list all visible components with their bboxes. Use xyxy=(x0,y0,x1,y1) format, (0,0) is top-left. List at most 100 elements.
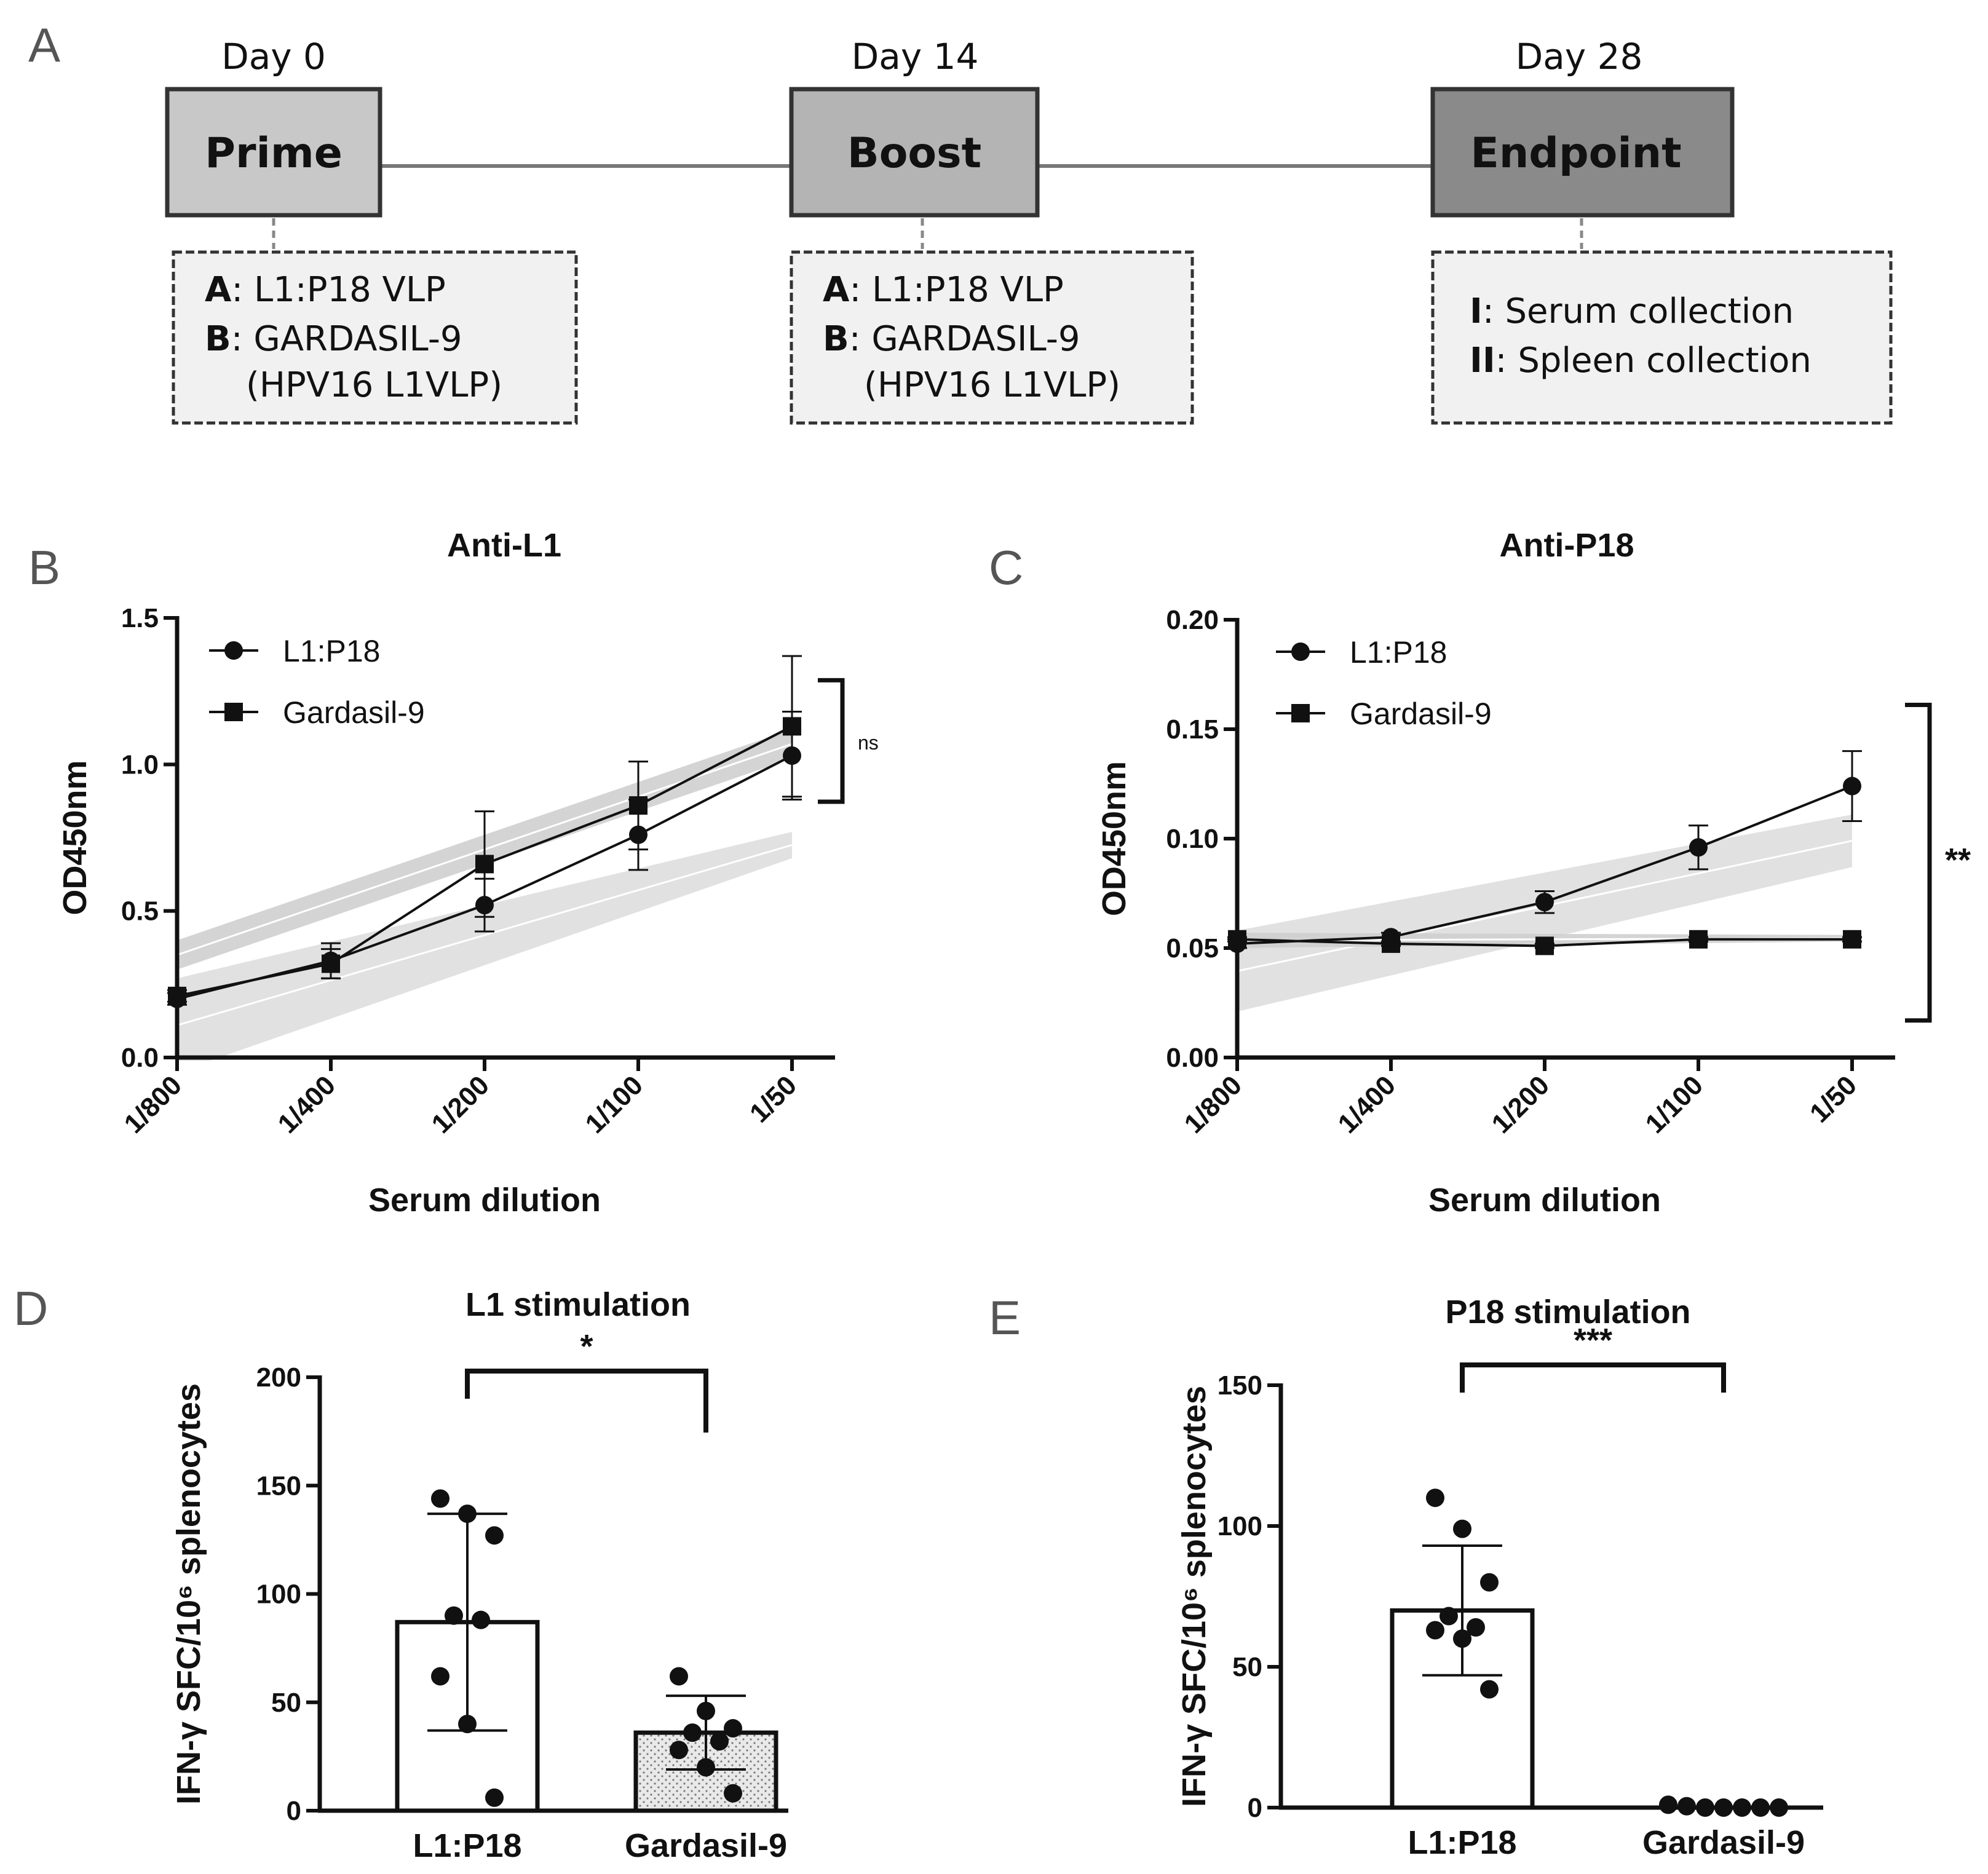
data-point-l1-p18 xyxy=(431,1489,449,1508)
data-point-gardasil-9 xyxy=(783,717,801,736)
day-label-endpoint: Day 28 xyxy=(1516,36,1643,77)
data-point-gardasil-9 xyxy=(1382,934,1400,953)
data-point-l1-p18 xyxy=(1440,1607,1458,1626)
data-point-l1-p18 xyxy=(1843,777,1861,796)
data-point-gardasil-9 xyxy=(475,855,494,874)
panel-letter-d: D xyxy=(14,1281,48,1335)
data-point-l1-p18 xyxy=(485,1788,504,1807)
x-category-label: Gardasil-9 xyxy=(1642,1824,1805,1861)
x-category-label: Gardasil-9 xyxy=(625,1827,787,1864)
x-category-label: L1:P18 xyxy=(1408,1824,1516,1861)
data-point-l1-p18 xyxy=(1426,1489,1444,1508)
data-point-gardasil-9 xyxy=(1714,1798,1733,1817)
panel-a-timeline: A Day 0 Prime A: L1:P18 VLP B: GARDASIL-… xyxy=(28,18,1893,425)
y-tick-label: 0.05 xyxy=(1166,933,1219,963)
data-point-gardasil-9 xyxy=(1228,930,1246,949)
x-tick-label: 1/400 xyxy=(1333,1070,1402,1139)
significance-label: *** xyxy=(1574,1322,1612,1359)
y-tick-label: 0 xyxy=(1248,1793,1262,1823)
x-tick-label: 1/400 xyxy=(272,1070,342,1139)
y-tick-label: 150 xyxy=(1218,1370,1262,1401)
data-point-l1-p18 xyxy=(431,1667,449,1686)
chart-title: L1 stimulation xyxy=(465,1286,691,1323)
chart-title: Anti-L1 xyxy=(447,527,561,564)
panel-letter-e: E xyxy=(989,1291,1021,1345)
legend-label-l1-p18: L1:P18 xyxy=(283,634,380,668)
x-tick-label: 1/50 xyxy=(744,1070,802,1128)
x-tick-label: 1/800 xyxy=(1179,1070,1248,1139)
endpoint-box xyxy=(1430,87,1735,218)
data-point-gardasil-9 xyxy=(1733,1798,1751,1817)
y-tick-label: 0.15 xyxy=(1166,714,1219,745)
data-point-l1-p18 xyxy=(1453,1519,1471,1538)
data-point-gardasil-9 xyxy=(322,954,340,973)
boost-detail-line-1: A: L1:P18 VLP xyxy=(823,270,1064,310)
y-tick-label: 50 xyxy=(1232,1652,1262,1682)
endpoint-box-title: Endpoint xyxy=(1470,129,1681,178)
data-point-gardasil-9 xyxy=(1659,1795,1677,1814)
y-tick-label: 100 xyxy=(1218,1511,1262,1541)
y-tick-label: 150 xyxy=(256,1471,301,1501)
y-tick-label: 1.5 xyxy=(121,603,159,633)
panel-letter-b: B xyxy=(28,540,60,595)
data-point-gardasil-9 xyxy=(1535,936,1554,955)
endpoint-detail-line-1: I: Serum collection xyxy=(1470,291,1794,331)
prime-detail-line-3: (HPV16 L1VLP) xyxy=(246,365,502,405)
prime-detail-box xyxy=(172,250,578,425)
data-point-gardasil-9 xyxy=(710,1732,729,1751)
significance-bracket xyxy=(1905,703,1932,1023)
legend-marker-l1-p18 xyxy=(1291,642,1310,661)
x-axis-title: Serum dilution xyxy=(368,1182,601,1219)
data-point-gardasil-9 xyxy=(724,1784,742,1803)
y-tick-label: 0.20 xyxy=(1166,605,1219,635)
chart-l1-stimulation: D L1 stimulation 0 50 100 150 200 IFN-γ SFC/10⁶… xyxy=(14,1281,788,1864)
significance-bracket xyxy=(465,1369,708,1433)
x-tick-label: 1/50 xyxy=(1804,1070,1863,1128)
significance-label: ns xyxy=(858,732,879,754)
y-tick-label: 0.0 xyxy=(121,1043,159,1073)
y-tick-label: 50 xyxy=(271,1688,301,1718)
data-point-gardasil-9 xyxy=(168,986,186,1005)
chart-anti-l1: B Anti-L1 0.0 0.5 1.0 1.5 1/800 1/400 1/200 1/100… xyxy=(28,527,879,1219)
endpoint-detail-box xyxy=(1431,250,1893,425)
bar-l1-p18 xyxy=(1390,1608,1535,1810)
data-point-l1-p18 xyxy=(472,1610,490,1629)
chart-title: Anti-P18 xyxy=(1499,527,1634,564)
y-tick-label: 0.10 xyxy=(1166,824,1219,854)
data-point-gardasil-9 xyxy=(1689,930,1708,949)
y-tick-label: 0 xyxy=(287,1796,301,1826)
prime-box-title: Prime xyxy=(205,129,343,178)
data-point-gardasil-9 xyxy=(1843,930,1861,949)
boost-box xyxy=(789,87,1040,218)
significance-label: * xyxy=(580,1328,593,1365)
x-tick-label: 1/200 xyxy=(426,1070,496,1139)
x-tick-label: 1/100 xyxy=(580,1070,649,1139)
legend-label-l1-p18: L1:P18 xyxy=(1350,635,1447,670)
boost-box-title: Boost xyxy=(847,129,981,178)
legend-label-gardasil-9: Gardasil-9 xyxy=(283,695,425,730)
fit-line-l1-p18 xyxy=(176,844,793,1027)
significance-label: ** xyxy=(1945,842,1971,879)
y-tick-label: 0.00 xyxy=(1166,1043,1219,1073)
day-label-prime: Day 0 xyxy=(221,36,326,77)
data-point-l1-p18 xyxy=(1467,1618,1485,1637)
boost-detail-line-2: B: GARDASIL-9 xyxy=(823,319,1080,359)
data-point-gardasil-9 xyxy=(1751,1798,1770,1817)
y-axis-title: IFN-γ SFC/10⁶ splenocytes xyxy=(170,1383,207,1805)
y-axis-title: OD450nm xyxy=(57,760,93,915)
data-point-l1-p18 xyxy=(1689,838,1708,857)
chart-title: P18 stimulation xyxy=(1445,1294,1690,1330)
data-point-l1-p18 xyxy=(445,1606,463,1625)
legend-label-gardasil-9: Gardasil-9 xyxy=(1350,697,1492,731)
fit-band-l1-p18 xyxy=(177,831,792,1061)
prime-detail-line-2: B: GARDASIL-9 xyxy=(205,319,462,359)
chart-anti-p18: C Anti-P18 0.00 0.05 0.10 0.15 0.20 1/800 1/400 1… xyxy=(989,527,1971,1219)
x-tick-label: 1/800 xyxy=(119,1070,188,1139)
data-point-l1-p18 xyxy=(485,1526,504,1545)
legend-marker-l1-p18 xyxy=(224,641,243,660)
prime-detail-line-1: A: L1:P18 VLP xyxy=(205,270,446,310)
legend-marker-gardasil-9 xyxy=(1291,704,1310,722)
data-point-gardasil-9 xyxy=(1696,1798,1714,1817)
